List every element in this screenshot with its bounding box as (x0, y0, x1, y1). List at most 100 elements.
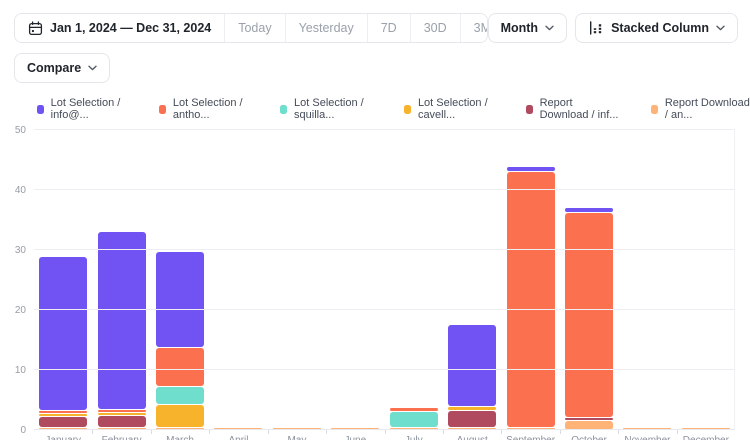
bar-slot (209, 130, 267, 430)
plot-right-edge (734, 130, 735, 430)
date-range-label: Jan 1, 2024 — Dec 31, 2024 (50, 21, 212, 35)
bar-segment[interactable] (448, 411, 497, 427)
bar-march[interactable] (156, 252, 205, 430)
legend-swatch (404, 104, 411, 114)
legend-label: Lot Selection / info@... (50, 97, 121, 121)
x-axis-label: May (267, 430, 326, 440)
bar-february[interactable] (97, 231, 146, 430)
stacked-column-icon (588, 20, 604, 36)
gridline (34, 429, 735, 430)
bar-segment[interactable] (97, 231, 146, 410)
bar-segment[interactable] (565, 418, 613, 420)
stacked-column-chart: 0 10 20 30 40 50 JanuaryFebruaryMarchAprilMay… (15, 125, 735, 440)
bar-segment[interactable] (448, 407, 497, 411)
bar-segment[interactable] (506, 172, 555, 427)
y-axis-label: 0 (20, 425, 26, 436)
compare-button[interactable]: Compare (14, 53, 111, 83)
x-axis-label: August (442, 430, 501, 440)
bar-january[interactable] (39, 257, 88, 430)
bar-segment[interactable] (156, 405, 205, 427)
legend-swatch (37, 104, 44, 114)
chevron-down-icon (716, 25, 725, 31)
bar-segment[interactable] (97, 416, 146, 427)
toolbar-row-2: Compare (0, 43, 750, 83)
legend-swatch (280, 104, 288, 114)
bar-october[interactable] (565, 208, 613, 430)
bar-segment[interactable] (565, 421, 613, 430)
x-axis: JanuaryFebruaryMarchAprilMayJuneJulyAugu… (34, 430, 735, 440)
compare-label: Compare (27, 61, 82, 75)
preset-3m-button[interactable]: 3M (459, 14, 487, 42)
legend-label: Lot Selection / squilla... (294, 97, 364, 121)
bar-august[interactable] (448, 324, 497, 430)
bar-segment[interactable] (156, 427, 205, 430)
bar-slot (92, 130, 150, 430)
bar-segment[interactable] (156, 386, 205, 405)
bar-segment[interactable] (448, 324, 497, 407)
bar-segment[interactable] (39, 413, 88, 416)
bar-segment[interactable] (565, 208, 613, 212)
legend-item[interactable]: Report Download / inf... (525, 97, 624, 121)
gridline (34, 129, 735, 130)
y-axis-label: 50 (14, 125, 26, 136)
bar-july[interactable] (389, 408, 438, 430)
preset-30d-button[interactable]: 30D (409, 14, 460, 42)
legend-swatch (159, 104, 166, 114)
chart-type-button[interactable]: Stacked Column (575, 13, 738, 43)
bar-segment[interactable] (39, 410, 88, 413)
x-axis-label: November (618, 430, 676, 440)
y-axis-label: 20 (14, 305, 26, 316)
bar-segment[interactable] (389, 408, 438, 412)
legend-label: Report Download / inf... (539, 97, 619, 121)
bar-slot (560, 130, 618, 430)
bar-slot (34, 130, 92, 430)
legend-label: Report Download / an... (664, 97, 750, 121)
legend-item[interactable]: Lot Selection / antho... (159, 97, 253, 121)
gridline (34, 309, 735, 310)
calendar-icon (28, 20, 43, 36)
x-axis-label: January (34, 435, 92, 440)
legend-item[interactable]: Lot Selection / info@... (37, 97, 132, 121)
bar-segment[interactable] (389, 412, 438, 427)
legend-swatch (525, 104, 533, 114)
granularity-button[interactable]: Month (487, 13, 568, 43)
preset-today-button[interactable]: Today (224, 14, 285, 42)
bar-slot (326, 130, 384, 430)
legend-label: Lot Selection / cavell... (417, 97, 488, 121)
x-axis-label: July (384, 430, 443, 440)
toolbar: Jan 1, 2024 — Dec 31, 2024 Today Yesterda… (0, 0, 750, 43)
chart-legend: Lot Selection / info@... Lot Selection / … (0, 83, 750, 121)
bar-segment[interactable] (97, 410, 146, 413)
bar-slot (677, 130, 735, 430)
date-range-button[interactable]: Jan 1, 2024 — Dec 31, 2024 (15, 14, 225, 42)
preset-7d-button[interactable]: 7D (366, 14, 410, 42)
legend-item[interactable]: Lot Selection / squilla... (280, 97, 377, 121)
chevron-down-icon (545, 25, 554, 31)
gridline (34, 369, 735, 370)
bar-slot (618, 130, 676, 430)
bar-slot (501, 130, 559, 430)
gridline (34, 249, 735, 250)
bar-segment[interactable] (565, 213, 613, 417)
bar-segment[interactable] (156, 347, 205, 386)
x-axis-label: April (209, 430, 267, 440)
legend-swatch (651, 104, 658, 114)
legend-item[interactable]: Report Download / an... (651, 97, 750, 121)
bar-september[interactable] (506, 166, 555, 430)
bar-slot (151, 130, 209, 430)
y-axis-label: 30 (14, 245, 26, 256)
bar-slot (268, 130, 326, 430)
preset-yesterday-button[interactable]: Yesterday (284, 14, 367, 42)
x-axis-label: October (559, 430, 618, 440)
date-range-group: Jan 1, 2024 — Dec 31, 2024 Today Yesterda… (14, 13, 488, 43)
bar-segment[interactable] (39, 416, 88, 427)
x-axis-label: March (150, 430, 209, 440)
x-axis-label: December (676, 430, 735, 440)
legend-item[interactable]: Lot Selection / cavell... (404, 97, 499, 121)
bar-segment[interactable] (156, 252, 205, 347)
bar-segment[interactable] (39, 257, 88, 410)
bar-slot (443, 130, 501, 430)
bar-segment[interactable] (389, 427, 438, 430)
bar-segment[interactable] (506, 166, 555, 171)
bar-segment[interactable] (97, 413, 146, 416)
